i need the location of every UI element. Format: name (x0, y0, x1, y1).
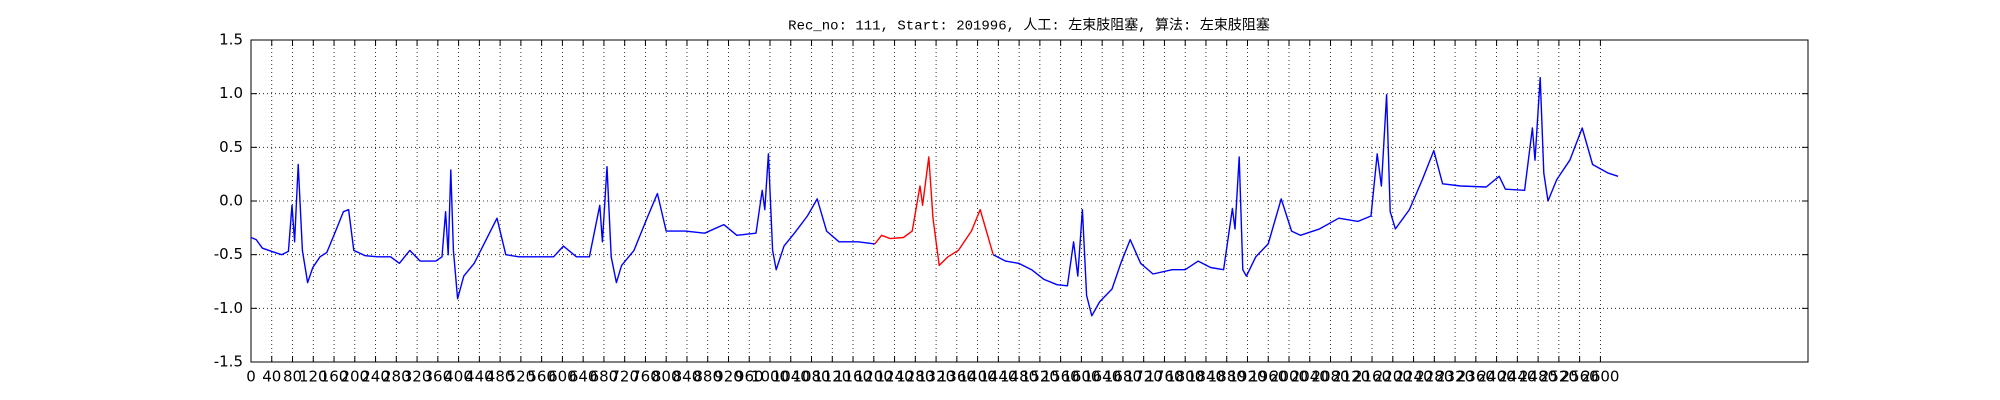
x-tick-label: 1600 (1062, 368, 1100, 386)
x-tick-label: 2520 (1540, 368, 1578, 386)
x-tick-label: 2400 (1478, 368, 1516, 386)
x-tick-label: 2360 (1457, 368, 1495, 386)
x-tick-label: 1400 (959, 368, 997, 386)
x-tick-label: 2560 (1561, 368, 1599, 386)
x-tick-label: 840 (673, 368, 702, 386)
x-tick-label: 960 (735, 368, 764, 386)
x-tick-label: 560 (527, 368, 556, 386)
x-tick-label: 640 (569, 368, 598, 386)
x-tick-label: 1760 (1145, 368, 1183, 386)
x-tick-label: 1520 (1021, 368, 1059, 386)
x-tick-label: 1200 (855, 368, 893, 386)
x-tick-label: 2200 (1374, 368, 1412, 386)
chart-title: Rec_no: 111, Start: 201996, 人工: 左束肢阻塞, 算… (788, 17, 1270, 35)
x-tick-label: 680 (590, 368, 619, 386)
x-tick-label: 1920 (1228, 368, 1266, 386)
x-tick-label: 1480 (1000, 368, 1038, 386)
ecg-line (874, 156, 994, 267)
x-tick-label: 400 (444, 368, 473, 386)
y-tick-label: 1.0 (219, 84, 243, 102)
y-tick-label: 0.0 (219, 192, 243, 210)
y-tick-label: 1.5 (219, 31, 243, 49)
x-tick-label: 1680 (1104, 368, 1142, 386)
x-tick-label: 2480 (1519, 368, 1557, 386)
x-tick-label: 2080 (1311, 368, 1349, 386)
x-tick-label: 2160 (1353, 368, 1391, 386)
x-tick-label: 1440 (979, 368, 1017, 386)
x-tick-label: 1320 (917, 368, 955, 386)
x-tick-label: 920 (714, 368, 743, 386)
x-tick-label: 120 (299, 368, 328, 386)
x-tick-label: 1000 (751, 368, 789, 386)
x-tick-label: 1240 (875, 368, 913, 386)
x-tick-label: 2280 (1415, 368, 1453, 386)
x-tick-label: 480 (486, 368, 515, 386)
x-tick-label: 2000 (1270, 368, 1308, 386)
x-tick-label: 520 (507, 368, 536, 386)
x-tick-label: 360 (424, 368, 453, 386)
x-tick-label: 2600 (1581, 368, 1619, 386)
x-tick-label: 240 (361, 368, 390, 386)
y-tick-label: -1.5 (214, 353, 243, 371)
x-tick-label: 1560 (1042, 368, 1080, 386)
x-tick-label: 1800 (1166, 368, 1204, 386)
x-tick-label: 2320 (1436, 368, 1474, 386)
x-tick-label: 1720 (1125, 368, 1163, 386)
x-tick-label: 320 (403, 368, 432, 386)
y-tick-label: -0.5 (214, 245, 243, 263)
x-tick-label: 1640 (1083, 368, 1121, 386)
ecg-line (992, 76, 1619, 317)
x-tick-label: 2120 (1332, 368, 1370, 386)
x-tick-label: 1840 (1187, 368, 1225, 386)
x-tick-label: 2440 (1498, 368, 1536, 386)
x-tick-label: 800 (652, 368, 681, 386)
x-tick-label: 80 (283, 368, 302, 386)
x-tick-label: 1880 (1208, 368, 1246, 386)
x-tick-label: 2040 (1291, 368, 1329, 386)
x-tick-label: 280 (382, 368, 411, 386)
x-tick-label: 1360 (938, 368, 976, 386)
x-tick-label: 440 (465, 368, 494, 386)
x-tick-label: 40 (262, 368, 281, 386)
x-tick-label: 760 (631, 368, 660, 386)
y-tick-label: -1.0 (214, 299, 243, 317)
x-tick-label: 1040 (772, 368, 810, 386)
x-tick-label: 1080 (792, 368, 830, 386)
x-tick-label: 1120 (813, 368, 851, 386)
x-tick-label: 720 (610, 368, 639, 386)
x-tick-label: 1960 (1249, 368, 1287, 386)
plot-frame (250, 39, 1809, 363)
x-tick-label: 600 (548, 368, 577, 386)
y-tick-label: 0.5 (219, 138, 243, 156)
ecg-line (250, 153, 875, 300)
x-tick-label: 2240 (1394, 368, 1432, 386)
x-tick-label: 880 (693, 368, 722, 386)
x-tick-label: 160 (320, 368, 349, 386)
x-tick-label: 1280 (896, 368, 934, 386)
x-tick-label: 1160 (834, 368, 872, 386)
x-tick-label: 200 (340, 368, 369, 386)
x-tick-label: 0 (246, 368, 256, 386)
